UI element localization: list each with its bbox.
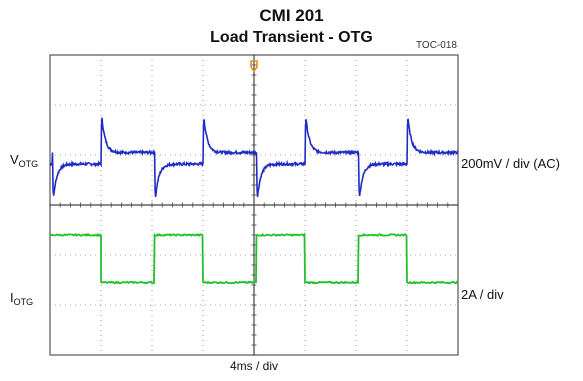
- oscilloscope-plot: [0, 0, 583, 381]
